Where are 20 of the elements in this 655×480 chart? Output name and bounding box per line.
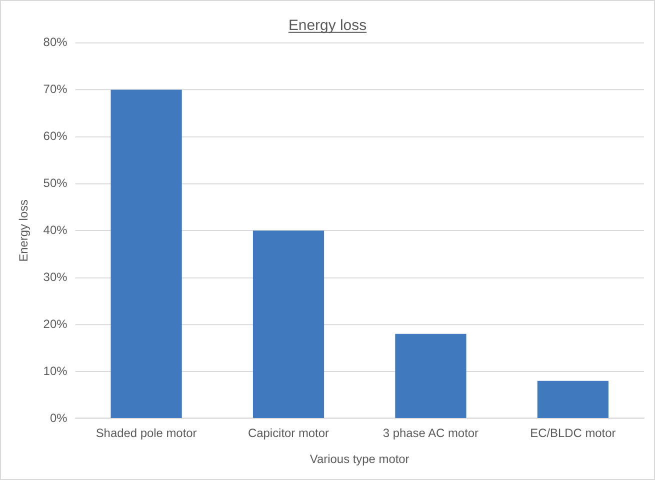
x-tick-label: Capicitor motor <box>248 426 330 440</box>
bar <box>395 334 466 418</box>
x-tick-label: EC/BLDC motor <box>530 426 616 440</box>
x-tick-label: Shaded pole motor <box>96 426 197 440</box>
bar <box>110 90 182 418</box>
y-tick-label: 70% <box>43 82 68 96</box>
y-axis-title: Energy loss <box>16 199 30 262</box>
bar <box>252 230 324 418</box>
x-tick-label: 3 phase AC motor <box>382 426 479 440</box>
chart-title: Energy loss <box>288 16 367 34</box>
x-axis-title: Various type motor <box>310 452 410 466</box>
y-tick-label: 0% <box>50 410 68 425</box>
y-tick-label: 80% <box>43 35 68 50</box>
bar <box>537 380 608 418</box>
y-tick-label: 30% <box>43 270 68 284</box>
y-tick-label: 60% <box>43 129 68 144</box>
y-tick-label: 10% <box>43 364 68 378</box>
y-tick-label: 40% <box>43 222 68 237</box>
y-tick-label: 50% <box>43 176 68 190</box>
y-tick-label: 20% <box>43 316 68 331</box>
